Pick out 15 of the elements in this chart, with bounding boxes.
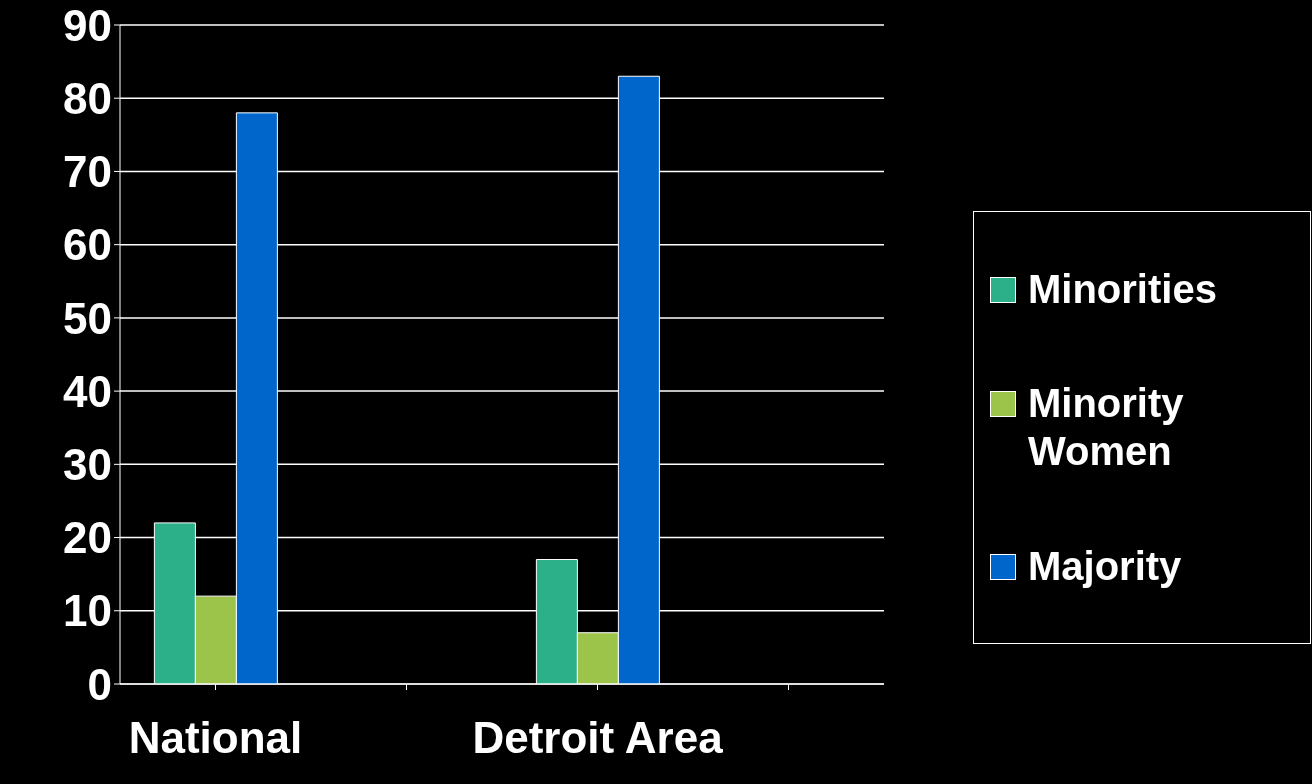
- y-tick-label: 40: [63, 366, 112, 416]
- y-tick-label: 0: [87, 659, 112, 709]
- y-tick-label: 10: [63, 586, 112, 636]
- x-tick-label: National: [128, 713, 303, 763]
- y-tick-label: 60: [63, 220, 112, 270]
- y-tick-label: 70: [63, 147, 112, 197]
- y-tick-label: 20: [63, 513, 112, 563]
- y-tick-label: 90: [63, 0, 112, 50]
- y-tick-label: 50: [63, 293, 112, 343]
- y-tick-label: 80: [63, 73, 112, 123]
- legend-label: Minority Women: [1028, 380, 1185, 476]
- legend-label: Majority: [1028, 542, 1182, 590]
- legend-label: Minorities: [1028, 266, 1217, 314]
- y-tick-label: 30: [63, 439, 112, 489]
- x-tick-label: Detroit Area: [472, 713, 724, 763]
